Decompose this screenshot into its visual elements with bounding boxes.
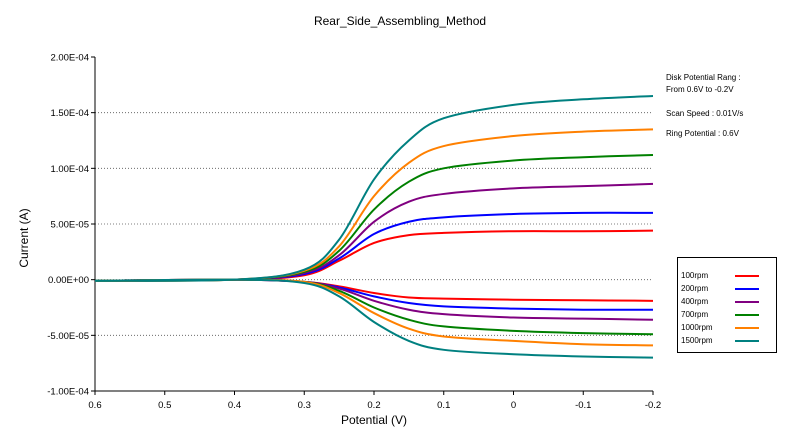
legend-item: 100rpm [678,269,778,283]
y-axis-label: Current (A) [17,208,31,268]
x-tick-label: 0.1 [437,400,450,411]
series-line-disk [94,153,654,282]
legend-item: 1000rpm [678,321,778,335]
legend-label: 100rpm [681,271,709,280]
legend-swatch [735,314,759,316]
series-line-disk [94,229,654,282]
series-line-ring [94,278,654,359]
x-tick-label: -0.1 [575,400,591,411]
series-line-ring [94,278,654,311]
series-line-ring [94,278,654,336]
y-tick-label: -1.00E-04 [47,387,89,398]
legend-label: 1000rpm [681,323,713,332]
legend-item: 1500rpm [678,334,778,348]
x-tick-label: -0.2 [645,400,661,411]
y-tick-label: 5.00E-05 [50,220,89,231]
legend-label: 400rpm [681,297,709,306]
x-tick-label: 0.2 [367,400,380,411]
legend: 100rpm 200rpm 400rpm 700rpm 1000rpm 1500… [677,257,777,353]
series-line-disk [94,94,654,282]
y-tick-label: 1.00E-04 [50,164,89,175]
legend-swatch [735,340,759,342]
legend-swatch [735,275,759,277]
legend-swatch [735,288,759,290]
x-axis-label: Potential (V) [340,413,408,427]
y-tick-label: 1.50E-04 [50,108,89,119]
x-tick-label: 0 [511,400,516,411]
annotation-ring-potential: Ring Potential : 0.6V [666,129,739,138]
legend-item: 400rpm [678,295,778,309]
x-tick-label: 0.6 [88,400,101,411]
legend-label: 1500rpm [681,336,713,345]
y-tick-label: 2.00E-04 [50,53,89,64]
y-tick-label: 0.00E+00 [48,275,89,286]
annotation-scan-speed: Scan Speed : 0.01V/s [666,109,744,118]
annotation-line-2: From 0.6V to -0.2V [666,85,734,94]
series-line-ring [94,278,654,302]
legend-label: 200rpm [681,284,709,293]
series-line-disk [94,182,654,282]
series-line-disk [94,128,654,282]
annotation-line-1: Disk Potential Rang : [666,73,741,82]
legend-item: 200rpm [678,282,778,296]
legend-swatch [735,301,759,303]
x-tick-label: 0.5 [158,400,171,411]
legend-label: 700rpm [681,310,709,319]
chart-title: Rear_Side_Assembling_Method [313,14,487,28]
legend-swatch [735,327,759,329]
x-tick-label: 0.3 [298,400,311,411]
y-tick-label: -5.00E-05 [47,331,89,342]
x-tick-label: 0.4 [228,400,241,411]
legend-item: 700rpm [678,308,778,322]
annotation-disk-range: Disk Potential Rang : From 0.6V to -0.2V [666,72,741,96]
